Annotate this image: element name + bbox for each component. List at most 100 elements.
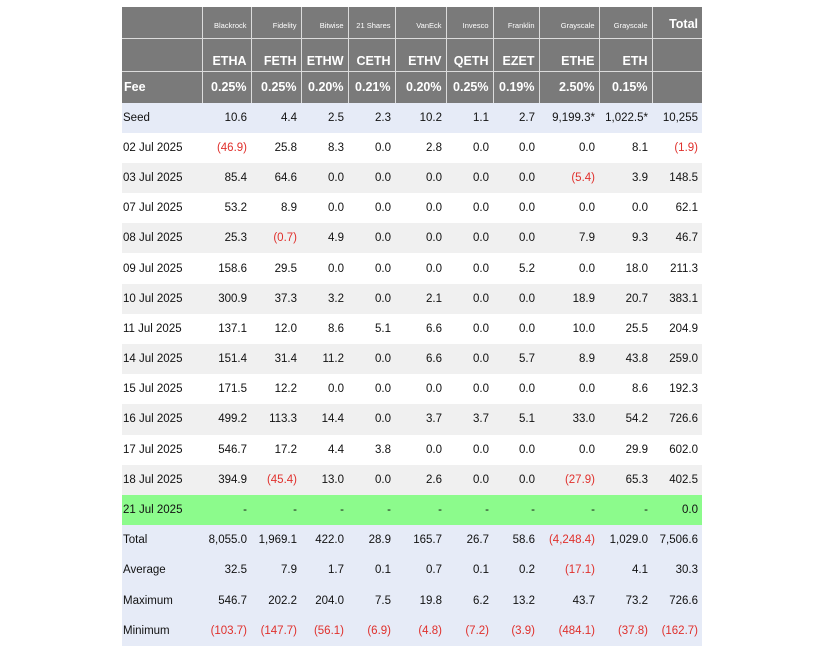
flow-cell: 0.0 <box>446 434 493 465</box>
flow-cell: 3.7 <box>446 404 493 435</box>
table-row: 02 Jul 2025 (46.9) 25.8 8.3 0.0 2.8 0.0 0.0 0.0 8… <box>122 132 702 163</box>
table-row: Average 32.5 7.9 1.7 0.1 0.7 0.1 0.2 (17.1) 4.1 30… <box>122 555 702 586</box>
flow-cell: 0.0 <box>493 434 539 465</box>
flow-cell: 0.0 <box>446 464 493 495</box>
row-label: 07 Jul 2025 <box>122 193 202 224</box>
flow-cell: 4.1 <box>599 555 652 586</box>
flow-cell: 29.9 <box>599 434 652 465</box>
corner-cell <box>122 7 202 38</box>
table-row: 16 Jul 2025 499.2 113.3 14.4 0.0 3.7 3.7 5.1 33.… <box>122 404 702 435</box>
flow-cell: 394.9 <box>202 464 251 495</box>
flow-cell: 0.7 <box>395 555 446 586</box>
flow-cell: 158.6 <box>202 253 251 284</box>
flow-cell: 6.6 <box>395 344 446 375</box>
flow-cell: (37.8) <box>599 615 652 646</box>
flow-cell: 0.0 <box>599 193 652 224</box>
ticker-header: FETH <box>250 37 301 71</box>
flow-cell: 65.3 <box>599 464 652 495</box>
fee-cell-blank <box>651 70 702 103</box>
table-row: 10 Jul 2025 300.9 37.3 3.2 0.0 2.1 0.0 0.0 18.9 2… <box>122 283 702 314</box>
etf-flows-table: Blackrock Fidelity Bitwise 21 Shares Van… <box>122 7 702 646</box>
issuer-header: Grayscale <box>538 7 599 38</box>
table-row: 14 Jul 2025 151.4 31.4 11.2 0.0 6.6 0.0 5.7 8.9 4… <box>122 344 702 375</box>
row-label: 17 Jul 2025 <box>122 434 202 465</box>
flow-cell: 3.2 <box>301 283 348 314</box>
row-label: 14 Jul 2025 <box>122 344 202 375</box>
flow-cell: 0.0 <box>446 374 493 405</box>
flow-cell: 10.2 <box>395 102 446 133</box>
table-row: 08 Jul 2025 25.3 (0.7) 4.9 0.0 0.0 0.0 0.0 7.9 9.… <box>122 223 702 254</box>
flow-cell: 4.9 <box>301 223 348 254</box>
flow-cell: (484.1) <box>539 615 599 646</box>
flow-cell: (27.9) <box>539 464 599 495</box>
row-label: 16 Jul 2025 <box>122 404 202 435</box>
flow-cell: 25.8 <box>251 132 301 163</box>
fee-cell: 2.50% <box>538 70 599 103</box>
row-label: Total <box>122 525 202 556</box>
row-total-cell: 726.6 <box>652 404 702 435</box>
flow-cell: 0.0 <box>493 162 539 194</box>
ticker-header: ETHA <box>201 37 251 71</box>
fee-row: Fee 0.25% 0.25% 0.20% 0.21% 0.20% 0.25% … <box>122 70 702 103</box>
flow-cell: 85.4 <box>202 162 251 194</box>
flow-cell: 3.8 <box>348 434 395 465</box>
flow-cell: 58.6 <box>493 525 539 556</box>
flow-cell: 165.7 <box>395 525 446 556</box>
flow-cell: 8,055.0 <box>202 525 251 556</box>
flow-cell: 0.0 <box>493 193 539 224</box>
flow-cell: 0.1 <box>348 555 395 586</box>
flow-cell: (4.8) <box>395 615 446 646</box>
row-total-cell: 62.1 <box>652 193 702 224</box>
flow-cell: 0.0 <box>301 162 348 194</box>
row-label: Maximum <box>122 585 202 616</box>
row-label: 10 Jul 2025 <box>122 283 202 314</box>
flow-cell: 2.8 <box>395 132 446 163</box>
flow-cell: 1.7 <box>301 555 348 586</box>
flow-cell: 0.0 <box>539 374 599 405</box>
row-total-cell: (1.9) <box>652 132 702 163</box>
row-total-cell: 7,506.6 <box>652 525 702 556</box>
flow-cell: 0.2 <box>493 555 539 586</box>
flow-cell: 31.4 <box>251 344 301 375</box>
flow-cell: (7.2) <box>446 615 493 646</box>
flow-cell: 9.3 <box>599 223 652 254</box>
issuer-header: Bitwise <box>300 7 348 38</box>
ticker-header: ETHW <box>300 37 348 71</box>
flow-cell: - <box>301 494 348 526</box>
flow-cell: (3.9) <box>493 615 539 646</box>
flow-cell: 2.7 <box>493 102 539 133</box>
flow-cell: 6.6 <box>395 313 446 344</box>
flow-cell: 113.3 <box>251 404 301 435</box>
fee-cell: 0.25% <box>250 70 301 103</box>
table-row: 21 Jul 2025- - - - - - - - -0.0 <box>122 494 702 526</box>
table-row: Total 8,055.0 1,969.1 422.0 28.9 165.7 26.7 58.… <box>122 525 702 556</box>
fee-cell: 0.20% <box>394 70 446 103</box>
flow-cell: 0.0 <box>395 253 446 284</box>
flow-cell: 1,029.0 <box>599 525 652 556</box>
flow-cell: 422.0 <box>301 525 348 556</box>
flow-cell: 0.0 <box>539 434 599 465</box>
fee-cell: 0.15% <box>598 70 652 103</box>
flow-cell: 0.0 <box>446 132 493 163</box>
flow-cell: 12.0 <box>251 313 301 344</box>
flow-cell: 5.1 <box>348 313 395 344</box>
table-row: 11 Jul 2025 137.1 12.0 8.6 5.1 6.6 0.0 0.0 10.0 2… <box>122 313 702 344</box>
flow-cell: 14.4 <box>301 404 348 435</box>
fee-label: Fee <box>122 70 202 103</box>
flow-cell: 8.9 <box>539 344 599 375</box>
ticker-header-blank <box>651 37 702 71</box>
flow-cell: 8.3 <box>301 132 348 163</box>
flow-cell: 0.0 <box>348 193 395 224</box>
flow-cell: 204.0 <box>301 585 348 616</box>
flow-cell: 0.0 <box>446 344 493 375</box>
flow-cell: 2.1 <box>395 283 446 314</box>
table-row: 15 Jul 2025 171.5 12.2 0.0 0.0 0.0 0.0 0.0 0.0 8.… <box>122 374 702 405</box>
row-label: 03 Jul 2025 <box>122 162 202 194</box>
flow-cell: 29.5 <box>251 253 301 284</box>
flow-cell: (103.7) <box>202 615 251 646</box>
flow-cell: 0.0 <box>446 283 493 314</box>
issuer-header-row: Blackrock Fidelity Bitwise 21 Shares Van… <box>122 7 702 38</box>
row-label: 09 Jul 2025 <box>122 253 202 284</box>
flow-cell: 64.6 <box>251 162 301 194</box>
flow-cell: 202.2 <box>251 585 301 616</box>
